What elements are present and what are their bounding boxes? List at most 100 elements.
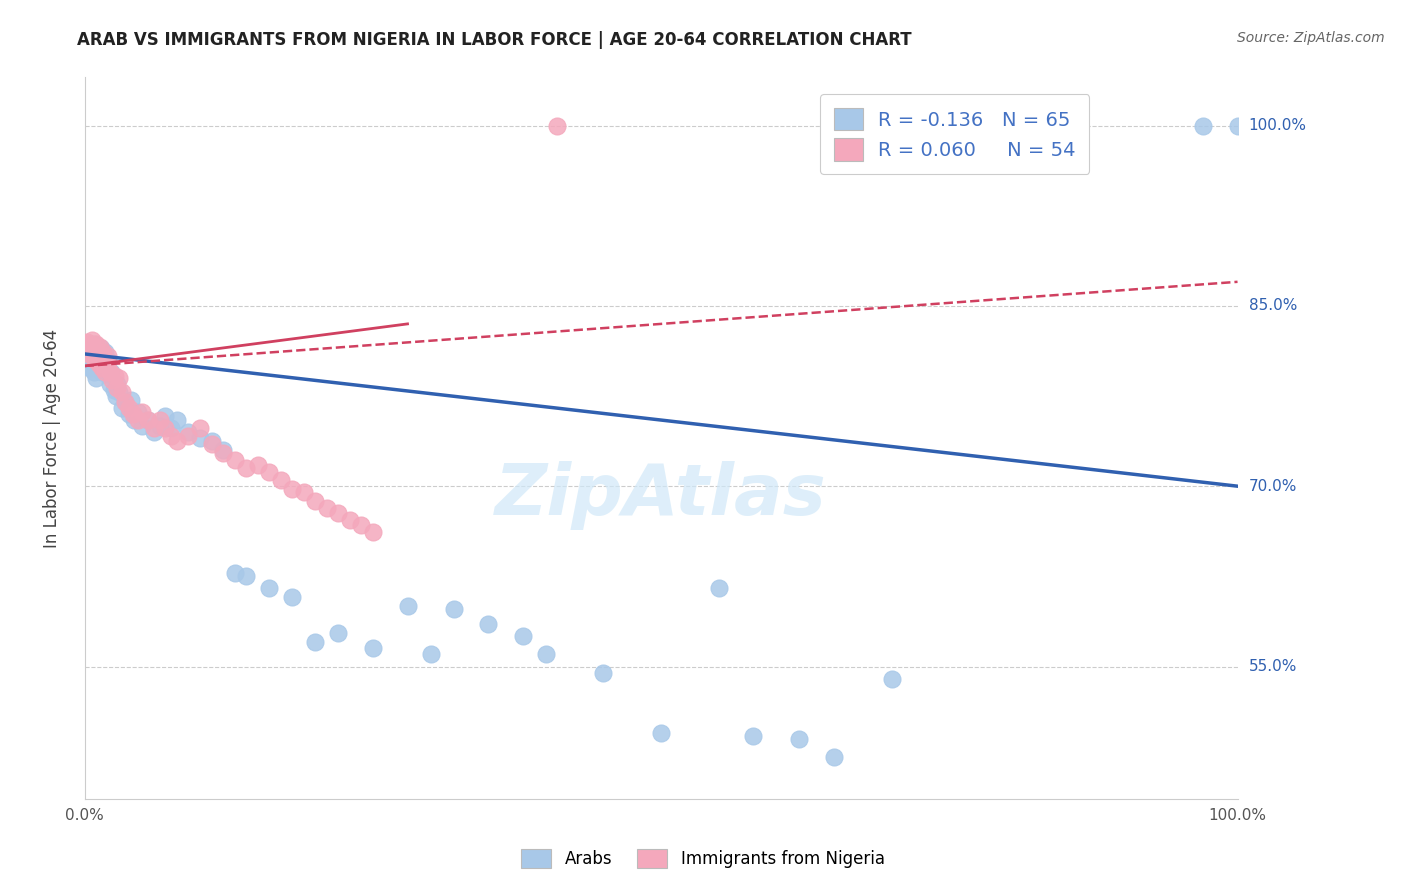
Point [100,365,122,379]
Point [101,373,124,387]
Point [212,445,235,459]
Point [91,365,114,379]
Point [160,428,183,442]
Point [131,419,153,434]
Point [79,347,101,361]
Point [212,443,235,458]
Point [149,413,172,427]
Point [142,421,165,435]
Point [87,357,110,371]
Point [592,665,614,680]
Point [91,344,114,359]
Point [443,602,465,616]
Point [79,347,101,361]
Point [166,434,188,448]
Point [96,368,118,382]
Point [142,425,165,439]
Point [90,349,112,363]
Point [200,437,222,451]
Point [177,425,200,439]
Point [707,582,730,596]
Point [111,401,134,415]
Point [111,385,134,400]
Text: ZipAtlas: ZipAtlas [495,461,827,531]
Point [235,569,257,583]
Point [120,392,142,407]
Point [124,413,146,427]
Text: 70.0%: 70.0% [1249,479,1296,493]
Point [127,413,149,427]
Point [103,383,125,397]
Point [79,361,101,376]
Point [315,500,337,515]
Point [77,353,100,368]
Point [149,419,172,434]
Point [96,359,118,373]
Point [257,465,280,479]
Point [117,407,139,421]
Point [155,409,177,424]
Point [361,524,384,539]
Point [419,648,441,662]
Point [339,513,361,527]
Point [200,434,222,448]
Point [257,582,280,596]
Point [1192,119,1215,133]
Point [83,365,105,379]
Point [131,404,153,418]
Text: 55.0%: 55.0% [1249,659,1296,674]
Point [160,421,183,435]
Point [246,458,269,472]
Text: ARAB VS IMMIGRANTS FROM NIGERIA IN LABOR FORCE | AGE 20-64 CORRELATION CHART: ARAB VS IMMIGRANTS FROM NIGERIA IN LABOR… [77,31,912,49]
Point [84,337,107,351]
Point [104,389,127,403]
Point [84,371,107,385]
Point [534,648,557,662]
Point [105,376,128,391]
Point [90,341,112,355]
Point [86,344,108,359]
Point [477,617,499,632]
Point [91,349,114,363]
Point [80,333,103,347]
Point [546,119,568,133]
Point [304,493,326,508]
Point [880,672,903,686]
Legend: Arabs, Immigrants from Nigeria: Arabs, Immigrants from Nigeria [515,843,891,875]
Point [114,395,136,409]
Y-axis label: In Labor Force | Age 20-64: In Labor Force | Age 20-64 [44,328,60,548]
Point [80,341,103,355]
Point [235,461,257,475]
Point [789,731,811,746]
Point [292,485,315,500]
Point [350,517,373,532]
Point [108,371,131,385]
Point [122,407,145,421]
Point [328,506,350,520]
Point [108,385,131,400]
Point [136,413,159,427]
Point [76,334,98,349]
Point [361,641,384,656]
Point [742,729,765,743]
Point [83,337,105,351]
Point [224,566,246,580]
Point [127,404,149,418]
Point [823,749,845,764]
Point [155,421,177,435]
Point [98,376,121,391]
Text: 85.0%: 85.0% [1249,298,1296,313]
Point [93,359,115,373]
Point [166,413,188,427]
Point [83,344,105,359]
Point [82,349,104,363]
Point [84,357,107,371]
Point [328,625,350,640]
Point [86,347,108,361]
Point [1226,119,1249,133]
Point [94,344,117,359]
Point [188,431,211,445]
Point [650,725,672,739]
Point [304,635,326,649]
Legend: R = -0.136   N = 65, R = 0.060     N = 54: R = -0.136 N = 65, R = 0.060 N = 54 [820,95,1090,174]
